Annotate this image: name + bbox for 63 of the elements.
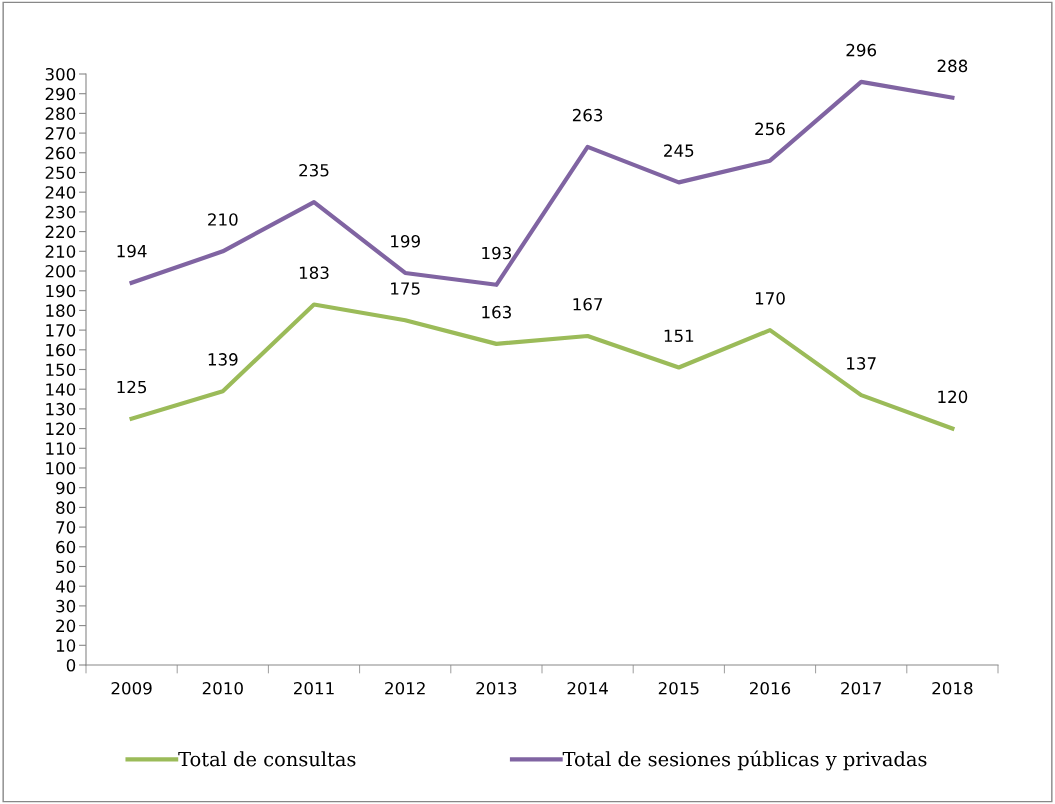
- x-tick-label: 2009: [111, 681, 152, 695]
- y-tick-label: 300: [45, 67, 76, 81]
- y-tick-label: 190: [46, 284, 76, 298]
- y-tick-label: 290: [45, 87, 76, 101]
- y-tick-label: 240: [45, 186, 76, 199]
- x-tick-label: 2016: [750, 681, 791, 695]
- y-tick-label: 200: [45, 264, 76, 278]
- y-tick-label: 280: [45, 107, 76, 120]
- y-tick-label: 50: [56, 560, 76, 574]
- y-tick-label: 100: [46, 461, 76, 475]
- y-tick-label: 180: [46, 304, 76, 317]
- y-tick-label: 260: [45, 146, 76, 160]
- data-label: 151: [664, 329, 694, 343]
- y-tick-label: 10: [56, 639, 76, 652]
- data-label: 199: [391, 234, 420, 248]
- y-tick-label: 40: [55, 580, 76, 593]
- y-tick-label: 160: [46, 343, 76, 357]
- data-label: 163: [482, 305, 511, 319]
- data-label: 120: [938, 390, 968, 404]
- x-tick-label: 2013: [476, 681, 517, 695]
- y-tick-label: 80: [56, 501, 76, 514]
- data-label: 167: [573, 297, 603, 311]
- data-label: 193: [482, 246, 511, 260]
- y-tick-label: 230: [45, 205, 76, 219]
- data-label: 263: [572, 108, 603, 122]
- data-label: 137: [847, 357, 876, 370]
- x-tick-label: 2015: [658, 681, 699, 695]
- data-label: 125: [117, 380, 147, 394]
- data-label: 245: [664, 144, 694, 157]
- data-label: 288: [937, 59, 968, 73]
- data-label: 256: [755, 122, 785, 136]
- data-label: 139: [208, 353, 238, 366]
- x-tick-label: 2014: [567, 681, 608, 695]
- data-label: 170: [755, 292, 785, 305]
- y-tick-label: 60: [56, 540, 76, 554]
- data-label: 235: [299, 163, 329, 177]
- y-tick-label: 120: [46, 422, 76, 436]
- x-tick-label: 2018: [932, 681, 973, 695]
- legend-label: Total de consultas: [178, 751, 356, 767]
- data-label: 210: [208, 213, 238, 226]
- y-tick-label: 210: [45, 245, 76, 258]
- y-tick-label: 90: [56, 481, 76, 495]
- data-label: 194: [117, 244, 147, 258]
- y-tick-label: 170: [46, 324, 76, 337]
- y-tick-label: 140: [46, 383, 76, 396]
- x-tick-label: 2012: [385, 681, 425, 695]
- y-tick-label: 20: [56, 619, 76, 633]
- y-tick-label: 0: [66, 658, 76, 672]
- y-tick-label: 70: [56, 521, 76, 534]
- y-tick-label: 110: [46, 442, 76, 455]
- data-label: 175: [391, 282, 420, 295]
- x-tick-label: 2017: [841, 681, 881, 695]
- y-tick-label: 270: [45, 127, 76, 140]
- x-tick-label: 2010: [202, 681, 243, 695]
- y-tick-label: 150: [46, 363, 76, 377]
- y-tick-label: 250: [45, 166, 76, 180]
- y-tick-label: 30: [56, 599, 76, 613]
- y-tick-label: 220: [45, 225, 76, 239]
- data-label: 183: [299, 266, 329, 280]
- data-label: 296: [846, 43, 877, 57]
- x-tick-label: 2011: [294, 681, 334, 695]
- legend-label: Total de sesiones públicas y privadas: [562, 750, 927, 771]
- y-tick-label: 130: [46, 402, 76, 416]
